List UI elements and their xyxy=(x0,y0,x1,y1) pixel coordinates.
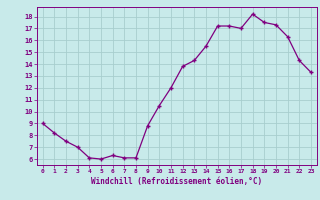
X-axis label: Windchill (Refroidissement éolien,°C): Windchill (Refroidissement éolien,°C) xyxy=(91,177,262,186)
